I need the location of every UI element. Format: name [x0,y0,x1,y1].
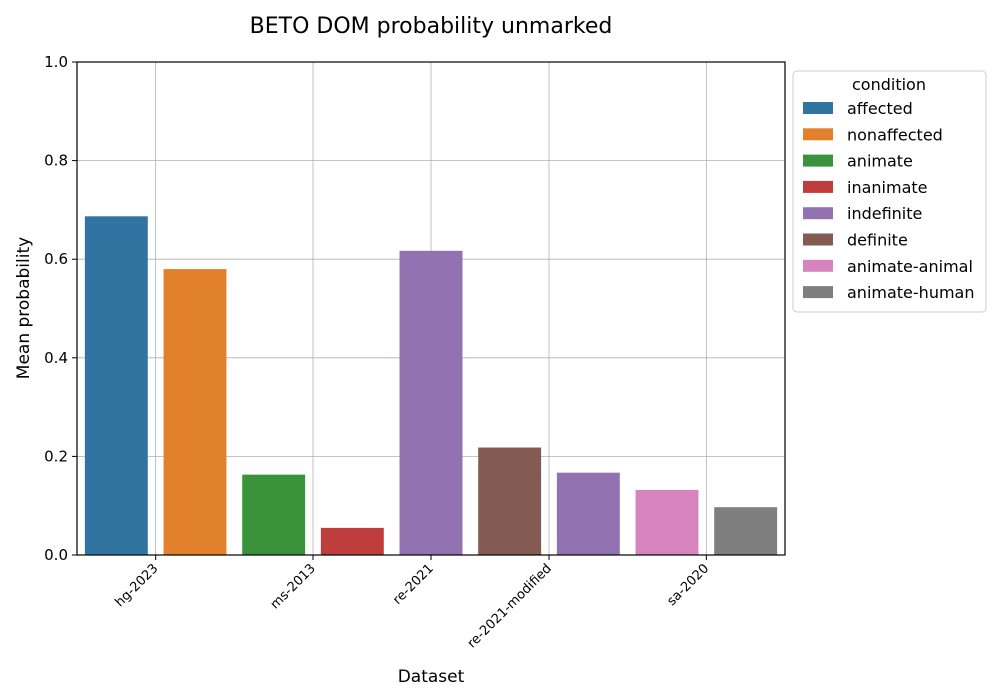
legend-title: condition [852,75,926,94]
legend-label-indefinite: indefinite [847,204,922,223]
legend-label-affected: affected [847,99,913,118]
legend-swatch-animate-animal [803,259,833,272]
legend-label-animate-human: animate-human [847,283,974,302]
legend-swatch-definite [803,233,833,246]
y-tick-label: 1.0 [44,53,68,71]
bar-re-2021-modified-definite [478,447,542,555]
x-tick-label: hg-2023 [113,561,162,610]
legend-label-definite: definite [847,231,908,250]
y-tick-label: 0.2 [44,447,68,465]
legend: condition affected nonaffected animate inan… [792,70,987,313]
legend-box [792,70,987,313]
legend-swatch-animate [803,154,833,167]
legend-swatch-nonaffected [803,128,833,141]
x-tick-label: sa-2020 [664,561,712,609]
x-axis-label: Dataset [398,667,465,687]
x-tick-label: ms-2013 [268,561,319,612]
legend-label-animate: animate [847,152,913,171]
bar-sa-2020-animate-human [714,507,778,555]
chart-title: BETO DOM probability unmarked [250,14,613,39]
bar-re-2021-indefinite [399,250,463,555]
legend-label-animate-animal: animate-animal [847,257,973,276]
y-tick-label: 0.4 [44,349,68,367]
legend-label-inanimate: inanimate [847,178,927,197]
bar-hg-2023-nonaffected [163,269,227,555]
y-tick-label: 0.6 [44,250,68,268]
x-tick-label: re-2021 [390,561,437,608]
legend-swatch-affected [803,102,833,114]
y-tick-label: 0.8 [44,152,68,170]
legend-swatch-indefinite [803,207,833,220]
legend-swatch-animate-human [803,286,833,299]
bar-sa-2020-animate-animal [635,489,699,555]
bars [84,216,778,555]
legend-label-nonaffected: nonaffected [847,125,943,144]
bar-re-2021-modified-indefinite [556,472,620,555]
bar-ms-2013-inanimate [320,527,384,555]
bar-hg-2023-affected [84,216,148,555]
y-axis-ticks: 0.0 0.2 0.4 0.6 0.8 1.0 [44,53,77,564]
y-axis-label: Mean probability [14,237,34,379]
legend-swatch-inanimate [803,180,833,193]
y-tick-label: 0.0 [44,546,68,564]
bar-ms-2013-animate [242,474,306,555]
x-tick-label: re-2021-modified [465,561,555,651]
x-axis-ticks: hg-2023 ms-2013 re-2021 re-2021-modified sa-… [113,555,712,651]
